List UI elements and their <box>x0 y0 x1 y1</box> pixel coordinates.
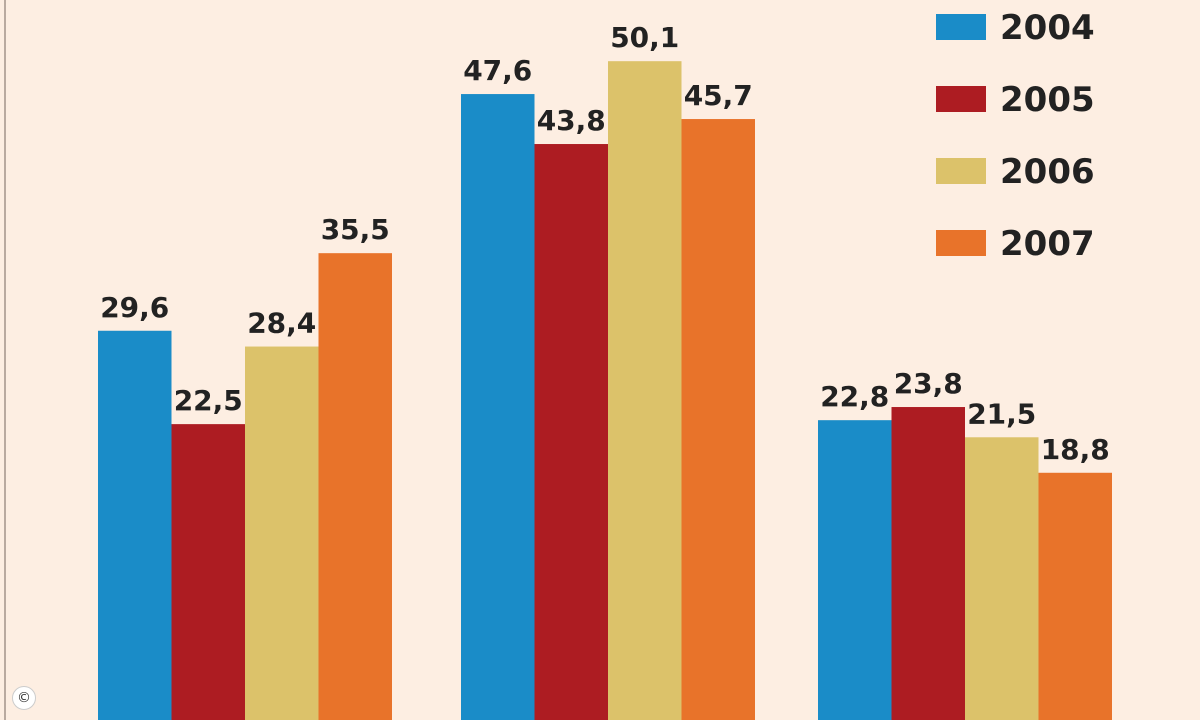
data-label-2006-group-1: 28,4 <box>247 307 316 340</box>
legend-swatch-2006 <box>936 158 986 184</box>
data-label-2004-group-3: 22,8 <box>820 380 889 413</box>
bar-2004-group-2 <box>461 94 535 720</box>
data-label-2005-group-3: 23,8 <box>894 367 963 400</box>
bars-layer <box>98 61 1112 720</box>
legend-label-2005: 2005 <box>1000 80 1095 120</box>
bar-2004-group-1 <box>98 330 172 720</box>
data-label-2006-group-2: 50,1 <box>610 21 679 54</box>
data-label-2006-group-3: 21,5 <box>967 397 1036 430</box>
bar-2005-group-1 <box>171 424 245 720</box>
bar-2006-group-1 <box>245 346 319 720</box>
bar-2007-group-3 <box>1038 472 1112 720</box>
legend: 2004 2005 2006 2007 <box>936 8 1095 264</box>
data-label-2007-group-2: 45,7 <box>684 79 753 112</box>
bar-2007-group-2 <box>681 119 755 720</box>
left-border <box>4 0 6 720</box>
bar-2005-group-2 <box>534 144 608 720</box>
bar-2004-group-3 <box>818 420 892 720</box>
data-labels-layer: 29,6 47,6 22,8 22,5 43,8 23,8 28,4 50,1 21,5 35,5… <box>100 21 1110 466</box>
bar-2006-group-2 <box>608 61 682 720</box>
data-label-2005-group-1: 22,5 <box>174 384 243 417</box>
bar-2006-group-3 <box>965 437 1039 720</box>
bar-2007-group-1 <box>318 253 392 720</box>
legend-label-2004: 2004 <box>1000 8 1095 48</box>
data-label-2007-group-1: 35,5 <box>321 213 390 246</box>
data-label-2004-group-2: 47,6 <box>463 54 532 87</box>
legend-label-2007: 2007 <box>1000 224 1095 264</box>
legend-swatch-2005 <box>936 86 986 112</box>
legend-swatch-2007 <box>936 230 986 256</box>
data-label-2007-group-3: 18,8 <box>1041 433 1110 466</box>
legend-label-2006: 2006 <box>1000 152 1095 192</box>
data-label-2004-group-1: 29,6 <box>100 291 169 324</box>
data-label-2005-group-2: 43,8 <box>537 104 606 137</box>
bar-2005-group-3 <box>891 407 965 720</box>
legend-swatch-2004 <box>936 14 986 40</box>
copyright-icon: © <box>12 686 36 710</box>
